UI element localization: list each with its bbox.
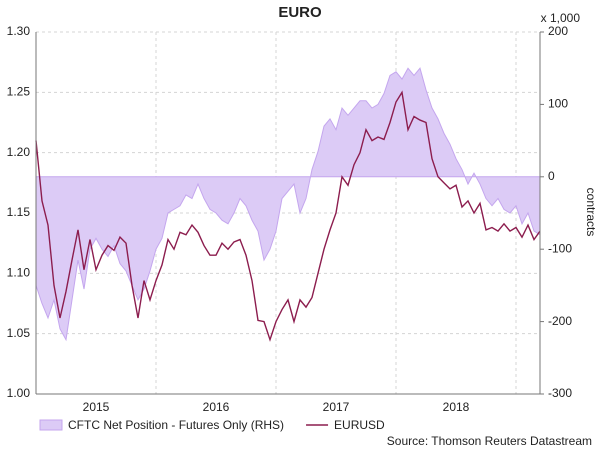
source: Source: Thomson Reuters Datastream	[387, 434, 592, 448]
chart-title: EURO	[278, 4, 322, 21]
x-tick-label: 2016	[203, 400, 230, 414]
y-tick-label: 1.20	[7, 145, 31, 159]
y-tick-label: 1.10	[7, 266, 31, 280]
y2-tick-label: 0	[548, 169, 555, 183]
y-tick-label: 1.00	[7, 386, 31, 400]
x-tick-label: 2017	[323, 400, 350, 414]
y-tick-label: 1.15	[7, 205, 31, 219]
y2-tick-label: -300	[548, 386, 572, 400]
y2-tick-label: -100	[548, 241, 572, 255]
legend-label: EURUSD	[334, 418, 385, 432]
y-tick-label: 1.25	[7, 85, 31, 99]
y2-tick-label: -200	[548, 314, 572, 328]
legend-swatch	[39, 419, 63, 431]
x-tick-label: 2018	[443, 400, 470, 414]
line	[35, 90, 541, 342]
y2-unit: x 1,000	[541, 11, 581, 25]
area	[35, 67, 541, 342]
y-tick-label: 1.30	[7, 24, 31, 38]
y2-tick-label: 200	[548, 24, 568, 38]
y-tick-label: 1.05	[7, 326, 31, 340]
y2-tick-label: 100	[548, 97, 568, 111]
y2-axis-label: contracts	[584, 188, 598, 237]
x-tick-label: 2015	[83, 400, 110, 414]
legend-label: CFTC Net Position - Futures Only (RHS)	[68, 418, 284, 432]
